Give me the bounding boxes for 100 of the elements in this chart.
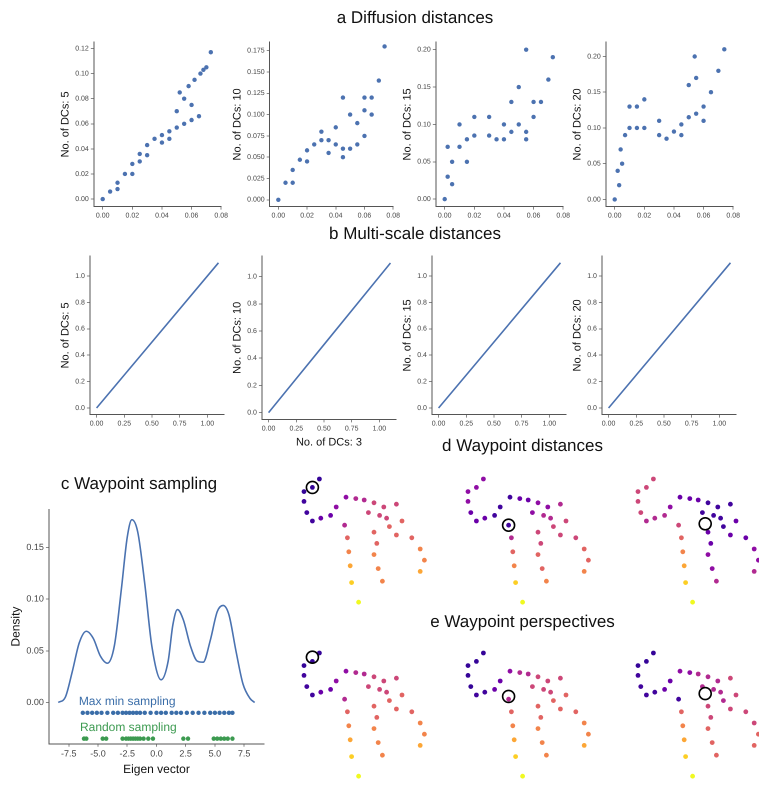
point [355, 142, 360, 147]
text: d Waypoint distances [442, 436, 603, 455]
point [550, 54, 556, 60]
point [362, 134, 367, 138]
x-tick-label: 0.0 [150, 748, 163, 759]
point [642, 97, 647, 102]
series-label: Random sampling [80, 720, 177, 734]
point [486, 114, 492, 120]
y-axis-title: No. of DCs: 20 [572, 88, 584, 160]
point [160, 140, 164, 145]
x-tick-label: 7.5 [238, 748, 250, 759]
point [208, 50, 214, 54]
point [701, 104, 706, 109]
point [516, 84, 521, 90]
text: e Waypoint perspectives [429, 612, 616, 632]
point [612, 197, 617, 202]
point [122, 172, 128, 176]
y-axis-title: No. of DCs: 20 [572, 299, 584, 372]
point [348, 112, 352, 117]
x-tick-label: -5.0 [90, 748, 106, 759]
point [464, 137, 470, 142]
x-axis-title: No. of DCs: 3 [296, 436, 362, 448]
point [679, 132, 684, 138]
point [160, 132, 164, 138]
point [722, 47, 726, 52]
point [319, 138, 324, 142]
point [708, 90, 714, 94]
point [618, 147, 623, 152]
point [108, 189, 112, 194]
point [694, 76, 698, 80]
point [115, 180, 120, 185]
point [192, 78, 197, 82]
point [450, 182, 454, 186]
text: b Multi-scale distances [328, 224, 502, 244]
point [502, 122, 506, 127]
point [362, 95, 367, 100]
x-tick-label: -7.5 [61, 748, 77, 759]
x-tick-label: -2.5 [119, 748, 135, 759]
point [304, 159, 310, 164]
y-axis-title: No. of DCs: 15 [402, 299, 414, 372]
point [664, 136, 669, 141]
point [298, 158, 302, 162]
point [616, 182, 622, 188]
point [144, 152, 150, 158]
point [312, 142, 316, 147]
point [362, 108, 367, 113]
point [472, 114, 477, 120]
point [340, 95, 346, 100]
point [531, 100, 536, 104]
point [464, 160, 470, 164]
point [355, 120, 360, 126]
point [701, 118, 706, 124]
point [472, 133, 477, 138]
x-axis-title: Eigen vector [123, 762, 190, 776]
point [382, 44, 387, 49]
point [182, 122, 186, 126]
y-tick-label: 0.05 [26, 645, 44, 656]
point [716, 68, 721, 73]
point [340, 154, 346, 160]
point [196, 114, 202, 118]
point [634, 104, 640, 109]
point [494, 137, 499, 142]
y-tick-label: 0.00 [26, 696, 44, 707]
point [174, 125, 179, 130]
point [656, 118, 662, 124]
point [290, 180, 295, 185]
point [334, 142, 338, 147]
point [457, 122, 462, 127]
point [100, 196, 105, 202]
point [457, 144, 462, 150]
y-axis-title: No. of DCs: 10 [232, 88, 244, 160]
point [445, 174, 450, 179]
point [304, 148, 310, 153]
point [620, 162, 624, 166]
point [290, 168, 295, 172]
point [502, 137, 506, 142]
series-label: Max min sampling [78, 694, 176, 708]
point [450, 160, 454, 164]
point [182, 96, 186, 101]
point [198, 71, 203, 76]
point [334, 125, 338, 130]
point [524, 47, 528, 52]
point [167, 129, 172, 134]
point [376, 78, 382, 83]
y-axis-title: No. of DCs: 5 [60, 91, 72, 158]
point [516, 122, 521, 127]
point [189, 102, 194, 108]
point [189, 118, 194, 122]
point [174, 109, 179, 114]
point [634, 126, 640, 130]
point [138, 152, 142, 156]
point [615, 168, 620, 174]
point [340, 146, 346, 151]
point [283, 180, 288, 185]
point [115, 186, 120, 192]
y-tick-label: 0.10 [26, 594, 44, 604]
point [686, 115, 691, 120]
point [531, 114, 536, 120]
y-tick-label: 0.15 [26, 542, 44, 552]
point [369, 112, 374, 117]
